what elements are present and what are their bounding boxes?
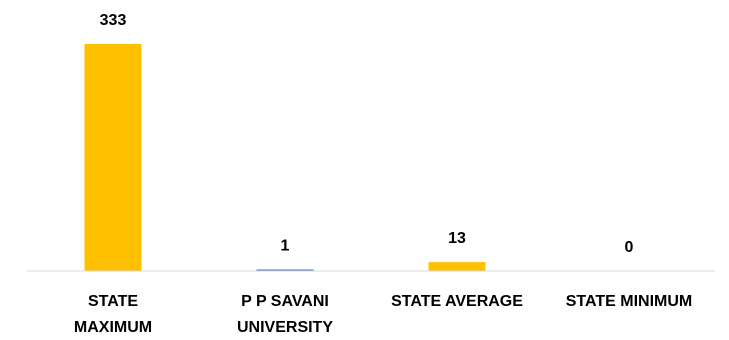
- category-label: STATE: [88, 293, 138, 310]
- category-label: MAXIMUM: [74, 319, 152, 336]
- bars-group: [84, 44, 486, 271]
- value-labels-group: 333 1 13 0: [100, 12, 634, 256]
- category-label: UNIVERSITY: [237, 319, 333, 336]
- category-labels-group: STATE MAXIMUM P P SAVANI UNIVERSITY STATE AV…: [74, 293, 692, 336]
- category-label: STATE MINIMUM: [566, 293, 693, 310]
- data-label: 13: [448, 230, 466, 247]
- data-label: 0: [625, 239, 634, 256]
- bar: [256, 269, 314, 271]
- bar: [428, 262, 486, 271]
- data-label: 333: [100, 12, 127, 29]
- category-label: P P SAVANI: [241, 293, 329, 310]
- bar: [84, 44, 142, 271]
- data-label: 1: [281, 238, 290, 255]
- category-label: STATE AVERAGE: [391, 293, 523, 310]
